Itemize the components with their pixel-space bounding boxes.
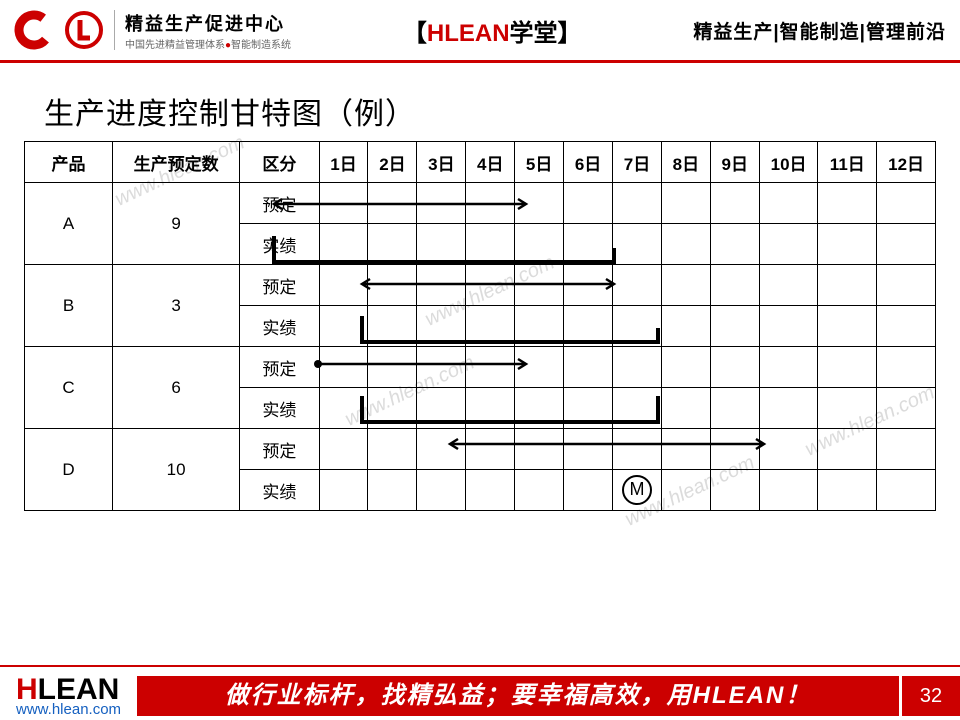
division-cell: 预定 (240, 429, 319, 470)
brand-subtitle: 中国先进精益管理体系●智能制造系统 (125, 36, 291, 51)
division-cell: 实绩 (240, 306, 319, 347)
col-day: 11日 (818, 142, 877, 183)
brand-title: 精益生产促进中心 (125, 10, 291, 36)
col-day: 8日 (661, 142, 710, 183)
header-row: 产品 生产预定数 区分 1日 2日 3日 4日 5日 6日 7日 8日 9日 1… (25, 142, 936, 183)
product-cell: C (25, 347, 113, 429)
table-row: A 9 预定 (25, 183, 936, 224)
col-day: 3日 (417, 142, 466, 183)
col-day: 2日 (368, 142, 417, 183)
logo-block (14, 10, 104, 50)
table-row: C 6 预定 (25, 347, 936, 388)
header-divider (114, 10, 115, 50)
col-day: 9日 (710, 142, 759, 183)
header-center: 【HLEAN学堂】 (291, 13, 693, 48)
header: 精益生产促进中心 中国先进精益管理体系●智能制造系统 【HLEAN学堂】 精益生… (0, 0, 960, 63)
plan-qty-cell: 6 (113, 347, 240, 429)
col-day: 5日 (515, 142, 564, 183)
product-cell: B (25, 265, 113, 347)
division-cell: 实绩 (240, 388, 319, 429)
plan-qty-cell: 9 (113, 183, 240, 265)
division-cell: 实绩 (240, 470, 319, 511)
col-product: 产品 (25, 142, 113, 183)
product-cell: D (25, 429, 113, 511)
col-day: 7日 (613, 142, 662, 183)
logo-l-icon (64, 10, 104, 50)
footer-rule (0, 665, 960, 667)
division-cell: 预定 (240, 347, 319, 388)
product-cell: A (25, 183, 113, 265)
logo-c-icon (14, 10, 58, 50)
plan-qty-cell: 3 (113, 265, 240, 347)
plan-qty-cell: 10 (113, 429, 240, 511)
col-day: 12日 (877, 142, 936, 183)
table-row: D 10 预定 (25, 429, 936, 470)
gantt-table: 产品 生产预定数 区分 1日 2日 3日 4日 5日 6日 7日 8日 9日 1… (24, 141, 936, 511)
col-day: 1日 (319, 142, 368, 183)
page-number: 32 (899, 676, 960, 716)
header-right: 精益生产|智能制造|管理前沿 (693, 17, 946, 44)
division-cell: 实绩 (240, 224, 319, 265)
division-cell: 预定 (240, 265, 319, 306)
footer-logo: HLEAN www.hlean.com (0, 671, 137, 720)
col-day: 4日 (466, 142, 515, 183)
col-plan: 生产预定数 (113, 142, 240, 183)
footer: HLEAN www.hlean.com 做行业标杆，找精弘益；要幸福高效，用HL… (0, 665, 960, 720)
table-row: B 3 预定 (25, 265, 936, 306)
page-title: 生产进度控制甘特图（例） (0, 63, 960, 141)
footer-row: HLEAN www.hlean.com 做行业标杆，找精弘益；要幸福高效，用HL… (0, 671, 960, 720)
col-day: 10日 (759, 142, 818, 183)
gantt-wrap: 产品 生产预定数 区分 1日 2日 3日 4日 5日 6日 7日 8日 9日 1… (0, 141, 960, 511)
col-division: 区分 (240, 142, 319, 183)
m-marker-icon: M (622, 475, 652, 505)
brand-text: 精益生产促进中心 中国先进精益管理体系●智能制造系统 (125, 10, 291, 51)
division-cell: 预定 (240, 183, 319, 224)
marker-cell: M (613, 470, 662, 511)
footer-banner: 做行业标杆，找精弘益；要幸福高效，用HLEAN！ (137, 676, 899, 716)
footer-url: www.hlean.com (16, 701, 121, 718)
col-day: 6日 (564, 142, 613, 183)
